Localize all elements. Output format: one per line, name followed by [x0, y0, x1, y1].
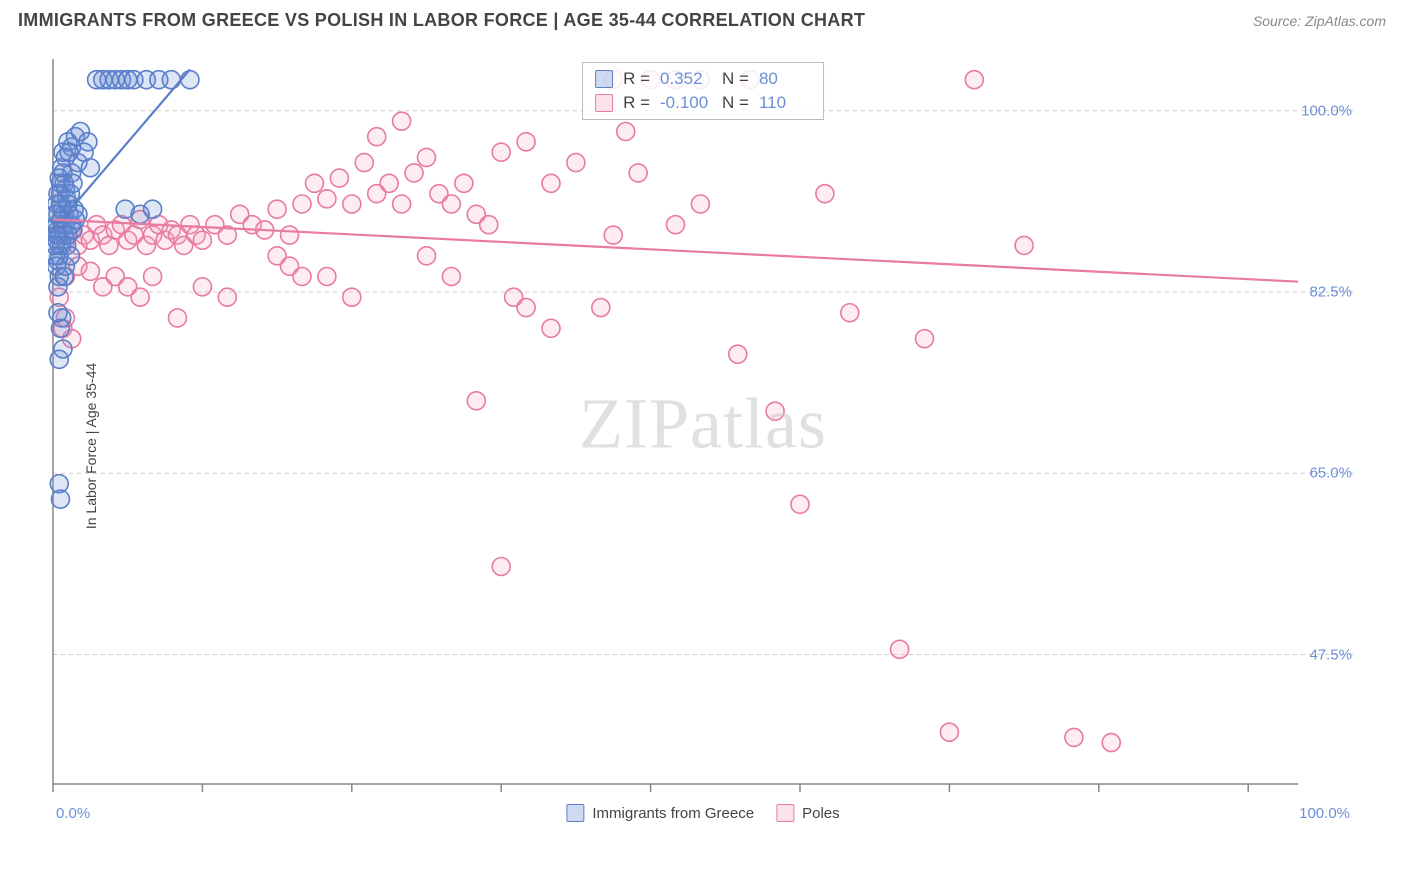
y-tick-label: 82.5%	[1309, 284, 1352, 301]
legend: Immigrants from Greece Poles	[566, 804, 839, 822]
legend-label-greece: Immigrants from Greece	[592, 805, 754, 822]
r-value-greece: 0.352	[660, 67, 712, 91]
stats-box: R = 0.352 N = 80 R = -0.100 N = 110	[582, 62, 824, 120]
legend-item-greece: Immigrants from Greece	[566, 804, 754, 822]
x-axis-max-label: 100.0%	[1299, 805, 1350, 822]
y-tick-label: 100.0%	[1301, 102, 1352, 119]
chart-title: IMMIGRANTS FROM GREECE VS POLISH IN LABO…	[18, 10, 865, 31]
n-label: N =	[722, 91, 749, 115]
n-value-greece: 80	[759, 67, 811, 91]
legend-swatch-greece	[566, 804, 584, 822]
stats-swatch-poles	[595, 94, 613, 112]
y-tick-label: 65.0%	[1309, 465, 1352, 482]
chart-area: ZIPatlas R = 0.352 N = 80 R = -0.100 N =…	[48, 54, 1358, 824]
scatter-plot-svg	[48, 54, 1358, 824]
source-label: Source: ZipAtlas.com	[1253, 13, 1386, 29]
stats-swatch-greece	[595, 70, 613, 88]
legend-swatch-poles	[776, 804, 794, 822]
r-label: R =	[623, 67, 650, 91]
legend-item-poles: Poles	[776, 804, 840, 822]
y-tick-label: 47.5%	[1309, 646, 1352, 663]
legend-label-poles: Poles	[802, 805, 840, 822]
x-axis-min-label: 0.0%	[56, 805, 90, 822]
stats-row-greece: R = 0.352 N = 80	[595, 67, 811, 91]
n-value-poles: 110	[759, 91, 811, 115]
n-label: N =	[722, 67, 749, 91]
r-value-poles: -0.100	[660, 91, 712, 115]
r-label: R =	[623, 91, 650, 115]
stats-row-poles: R = -0.100 N = 110	[595, 91, 811, 115]
